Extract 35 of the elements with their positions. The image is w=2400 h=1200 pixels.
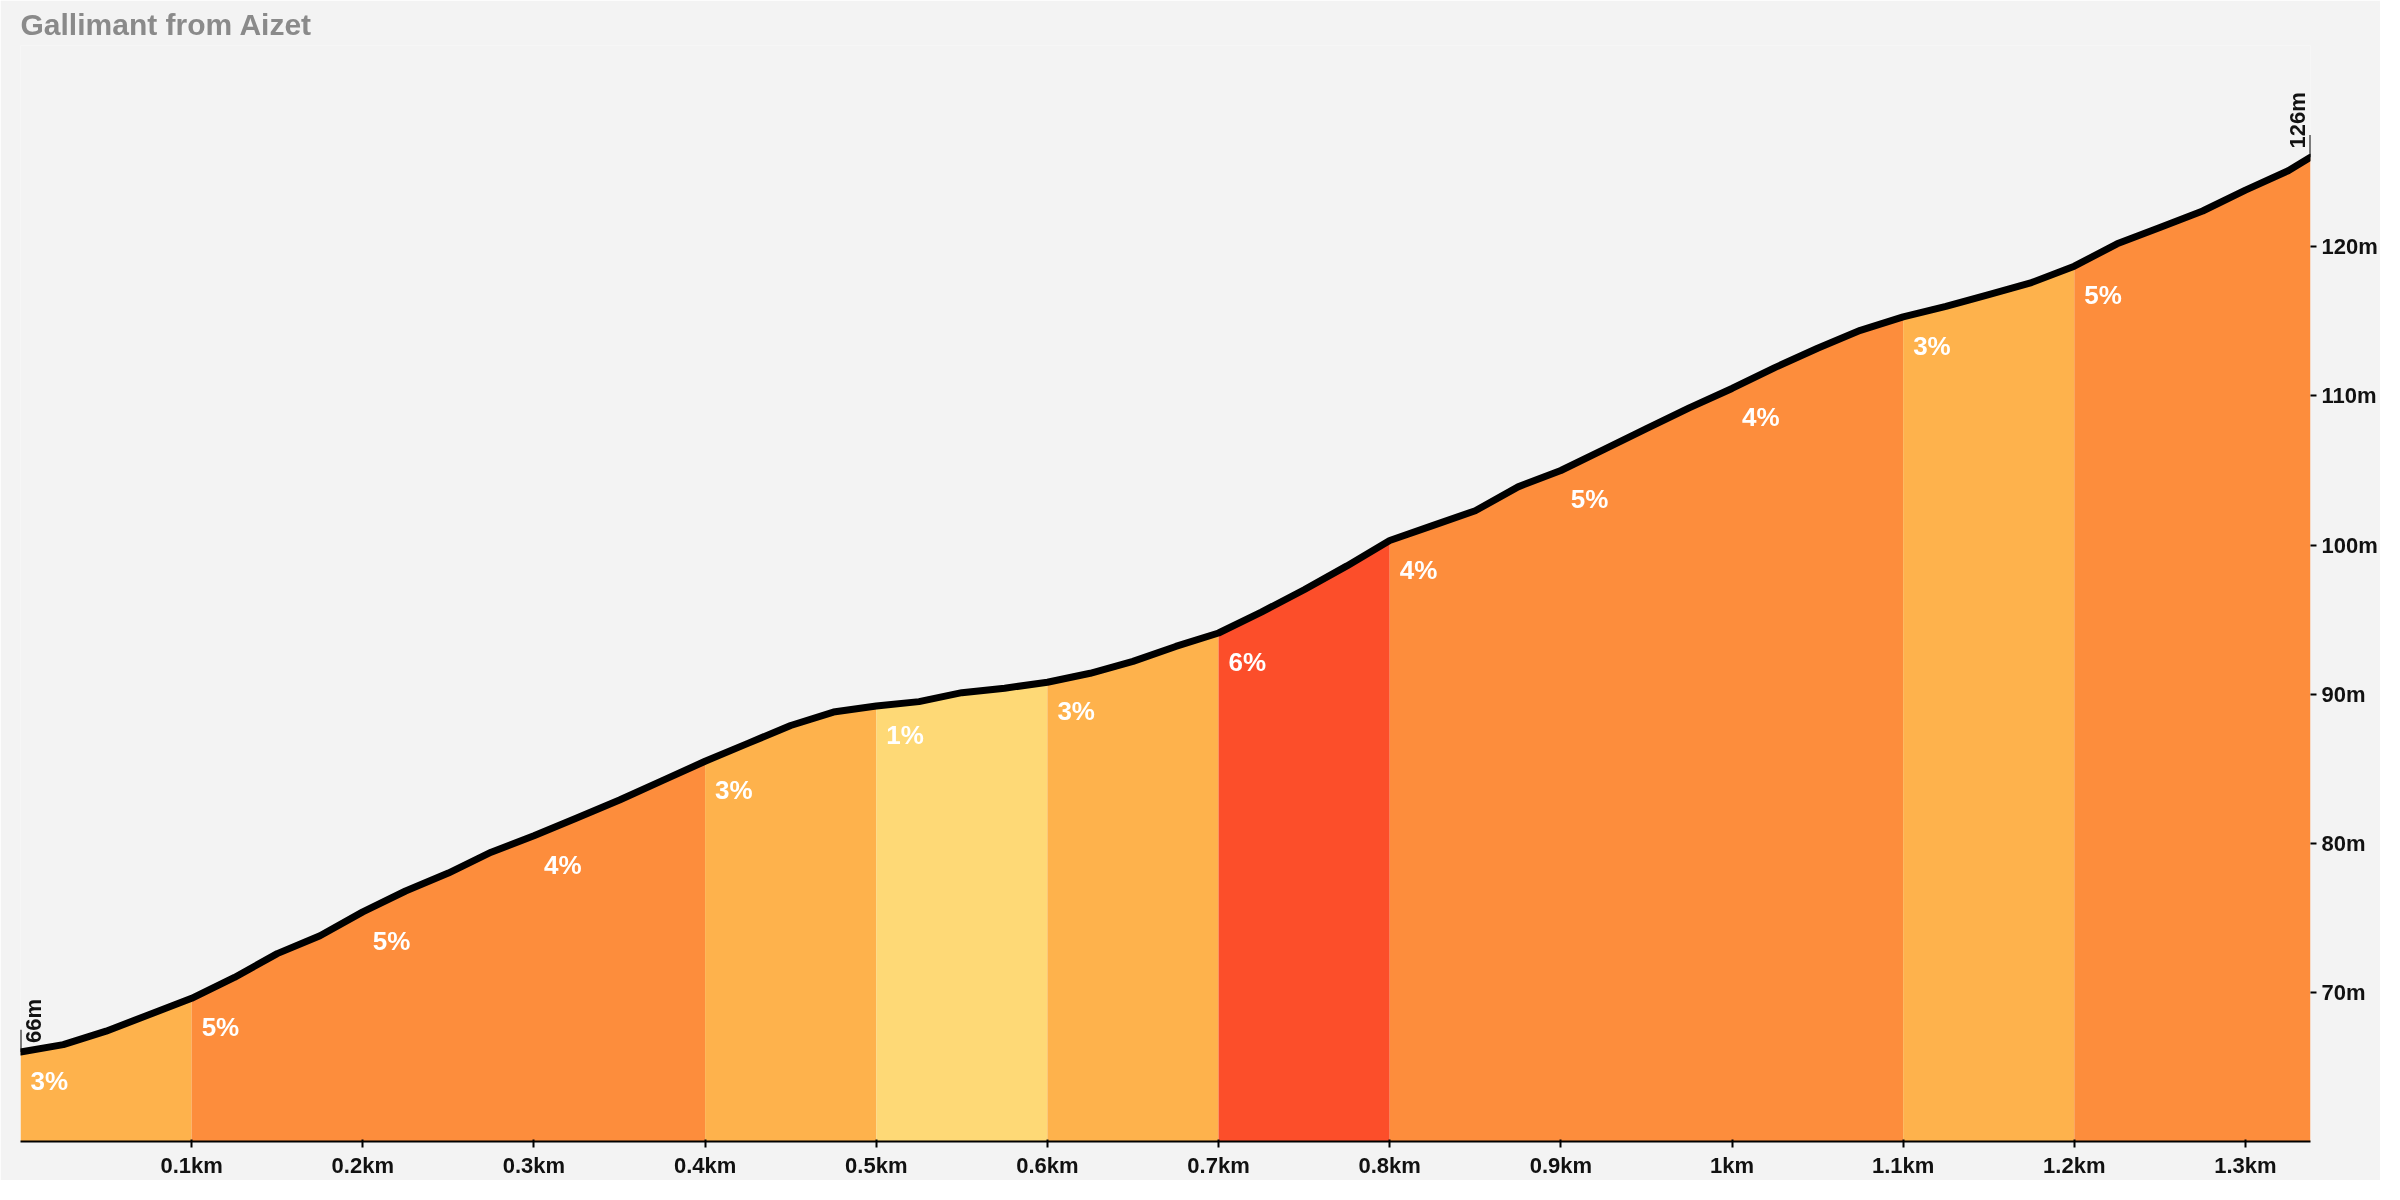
annotation: 4% bbox=[543, 849, 582, 880]
x-tick-label: 0.6km bbox=[1016, 1152, 1079, 1178]
x-tick-label: 1.3km bbox=[2214, 1152, 2277, 1178]
y-tick-label: 120m bbox=[2321, 234, 2378, 260]
annotation: 5% bbox=[372, 925, 411, 956]
x-tick-label: 0.1km bbox=[160, 1152, 223, 1178]
y-tick-label: 80m bbox=[2321, 830, 2366, 856]
annotation: 5% bbox=[201, 1012, 240, 1043]
annotation: 6% bbox=[1228, 647, 1267, 678]
chart-title: Gallimant from Aizet bbox=[20, 7, 312, 41]
annotation: 5% bbox=[1570, 484, 1609, 515]
y-tick-label: 70m bbox=[2321, 979, 2366, 1005]
x-tick-label: 0.7km bbox=[1187, 1152, 1250, 1178]
x-tick-label: 0.8km bbox=[1358, 1152, 1421, 1178]
annotation: 3% bbox=[715, 775, 753, 806]
x-tick-label: 1.2km bbox=[2043, 1152, 2106, 1178]
y-tick-label: 100m bbox=[2321, 532, 2378, 558]
x-tick-label: 0.2km bbox=[331, 1152, 394, 1178]
x-tick-label: 1.1km bbox=[1871, 1152, 1935, 1178]
annotation: 5% bbox=[2084, 280, 2122, 311]
x-tick-label: 1km bbox=[1709, 1152, 1755, 1178]
annotation: 3% bbox=[1913, 330, 1951, 361]
annotation: 126m bbox=[2285, 92, 2310, 149]
annotation: 4% bbox=[1399, 554, 1438, 585]
annotation: 1% bbox=[886, 720, 924, 751]
x-tick-label: 0.5km bbox=[845, 1152, 908, 1178]
annotation: 4% bbox=[1742, 402, 1780, 433]
annotation: 3% bbox=[1057, 696, 1095, 727]
x-tick-label: 0.3km bbox=[502, 1152, 566, 1178]
y-tick-label: 110m bbox=[2321, 383, 2377, 409]
annotation: 3% bbox=[30, 1066, 69, 1097]
x-tick-label: 0.9km bbox=[1529, 1152, 1593, 1178]
annotation: 66m bbox=[21, 999, 46, 1044]
y-tick-label: 90m bbox=[2321, 681, 2366, 707]
x-tick-label: 0.4km bbox=[673, 1152, 737, 1178]
